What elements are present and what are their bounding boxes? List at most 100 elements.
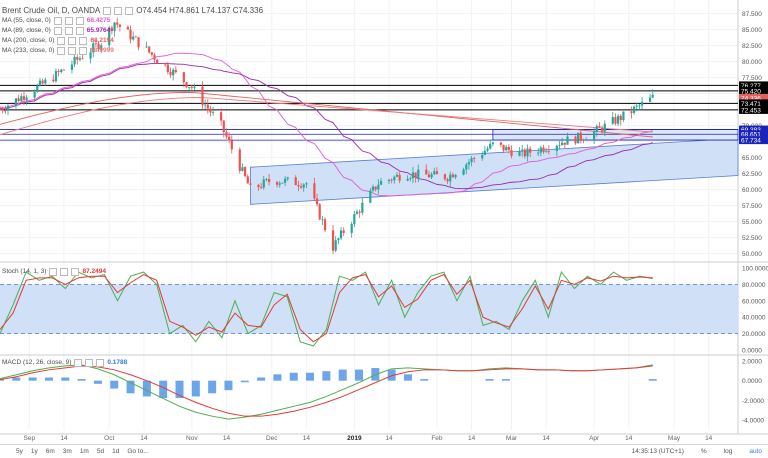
signal-line — [0, 365, 653, 417]
visibility-icon[interactable] — [68, 47, 77, 55]
candle-up — [353, 213, 356, 224]
settings-icon[interactable] — [53, 17, 62, 25]
candle-down — [542, 147, 545, 152]
candle-down — [427, 174, 431, 178]
range-button[interactable]: 6m — [45, 448, 55, 455]
macd-histogram-bar — [403, 374, 412, 381]
candle-down — [510, 150, 513, 156]
macd-pane — [0, 364, 657, 420]
candles — [0, 17, 654, 255]
candle-up — [409, 178, 412, 180]
range-button[interactable]: 5y — [16, 448, 23, 455]
macd-histogram-bar — [420, 379, 429, 381]
range-button[interactable]: 5d — [96, 448, 105, 455]
price-tick-label: 77.500 — [742, 75, 762, 82]
stoch-tick-label: 20.0000 — [742, 331, 766, 338]
visibility-icon[interactable] — [114, 7, 123, 15]
candle-up — [449, 174, 452, 182]
candle-up — [617, 115, 620, 124]
candle-down — [435, 171, 439, 175]
settings-icon[interactable] — [57, 47, 66, 55]
ma-legend-row: MA (200, close, 0) 68.2194 — [2, 36, 263, 46]
candle-up — [585, 140, 588, 141]
candle-down — [390, 179, 393, 181]
visibility-icon[interactable] — [60, 268, 69, 276]
x-tick-label: May — [668, 435, 681, 442]
candle-up — [70, 64, 74, 70]
candle-up — [387, 179, 391, 182]
close-icon[interactable] — [96, 359, 105, 367]
auto-toggle[interactable]: auto — [749, 448, 762, 455]
price-tick-label: 55.000 — [742, 219, 762, 226]
candle-up — [454, 174, 457, 178]
settings-icon[interactable] — [49, 268, 58, 276]
percent-toggle[interactable]: % — [700, 448, 707, 455]
candle-up — [622, 111, 625, 121]
candle-down — [137, 37, 140, 48]
close-icon[interactable] — [71, 268, 80, 276]
price-tick-label: 50.000 — [742, 251, 762, 258]
candle-down — [574, 136, 577, 144]
candle-down — [129, 29, 132, 40]
x-tick-label: 14 — [468, 435, 476, 442]
candle-up — [25, 97, 28, 100]
candle-down — [358, 211, 361, 213]
settings-icon[interactable] — [74, 359, 83, 367]
ma-value: 68.2194 — [90, 37, 114, 44]
close-icon[interactable] — [125, 7, 134, 15]
moving-averages — [0, 52, 653, 197]
stoch-legend: Stoch (14, 1, 3) 87.2494 — [2, 267, 106, 277]
range-button[interactable]: 3m — [62, 448, 72, 455]
range-button[interactable]: 1m — [79, 448, 89, 455]
settings-icon[interactable] — [57, 37, 66, 45]
x-tick-label: Dec — [266, 435, 278, 442]
close-icon[interactable] — [75, 27, 84, 35]
candle-up — [283, 178, 287, 183]
visibility-icon[interactable] — [68, 37, 77, 45]
range-button[interactable]: 1d — [112, 448, 120, 455]
candle-up — [350, 223, 353, 233]
candle-up — [558, 145, 561, 146]
price-legend: Brent Crude Oil, D, OANDA O74.454 H74.86… — [2, 6, 263, 56]
candle-up — [638, 105, 641, 107]
log-toggle[interactable]: log — [723, 448, 733, 455]
candle-up — [379, 181, 383, 185]
candle-up — [321, 219, 324, 221]
close-icon[interactable] — [75, 17, 84, 25]
range-button[interactable]: 1y — [30, 448, 38, 455]
macd-histogram-bar — [44, 377, 53, 381]
candle-up — [489, 143, 492, 149]
candle-up — [281, 182, 284, 184]
price-tick-label: 65.000 — [742, 155, 762, 162]
axes: 87.50085.00082.50080.00077.50075.00072.5… — [24, 11, 768, 442]
candle-up — [113, 22, 116, 32]
macd-histogram-bar — [208, 380, 217, 394]
visibility-icon[interactable] — [85, 359, 94, 367]
price-label-box — [739, 81, 768, 90]
x-tick-label: 14 — [625, 435, 633, 442]
range-button[interactable]: Go to... — [127, 448, 149, 455]
visibility-icon[interactable] — [64, 27, 73, 35]
candle-up — [302, 184, 305, 188]
candle-down — [164, 62, 167, 65]
settings-icon[interactable] — [53, 27, 62, 35]
candle-up — [555, 145, 558, 151]
trading-chart[interactable]: 87.50085.00082.50080.00077.50075.00072.5… — [0, 0, 768, 444]
candle-up — [355, 211, 359, 214]
visibility-icon[interactable] — [64, 17, 73, 25]
candle-down — [267, 179, 271, 183]
candle-up — [339, 230, 343, 239]
close-icon[interactable] — [79, 47, 88, 55]
candle-down — [57, 71, 60, 73]
candle-down — [174, 69, 177, 73]
candle-up — [204, 104, 207, 106]
x-tick-label: 14 — [303, 435, 311, 442]
candle-up — [145, 46, 148, 48]
ma-legend-row: MA (233, close, 0) 68.9999 — [2, 46, 263, 56]
candle-down — [318, 204, 321, 220]
candle-down — [425, 169, 428, 175]
candle-up — [651, 94, 654, 98]
close-icon[interactable] — [79, 37, 88, 45]
candle-down — [315, 198, 319, 205]
settings-icon[interactable] — [103, 7, 112, 15]
